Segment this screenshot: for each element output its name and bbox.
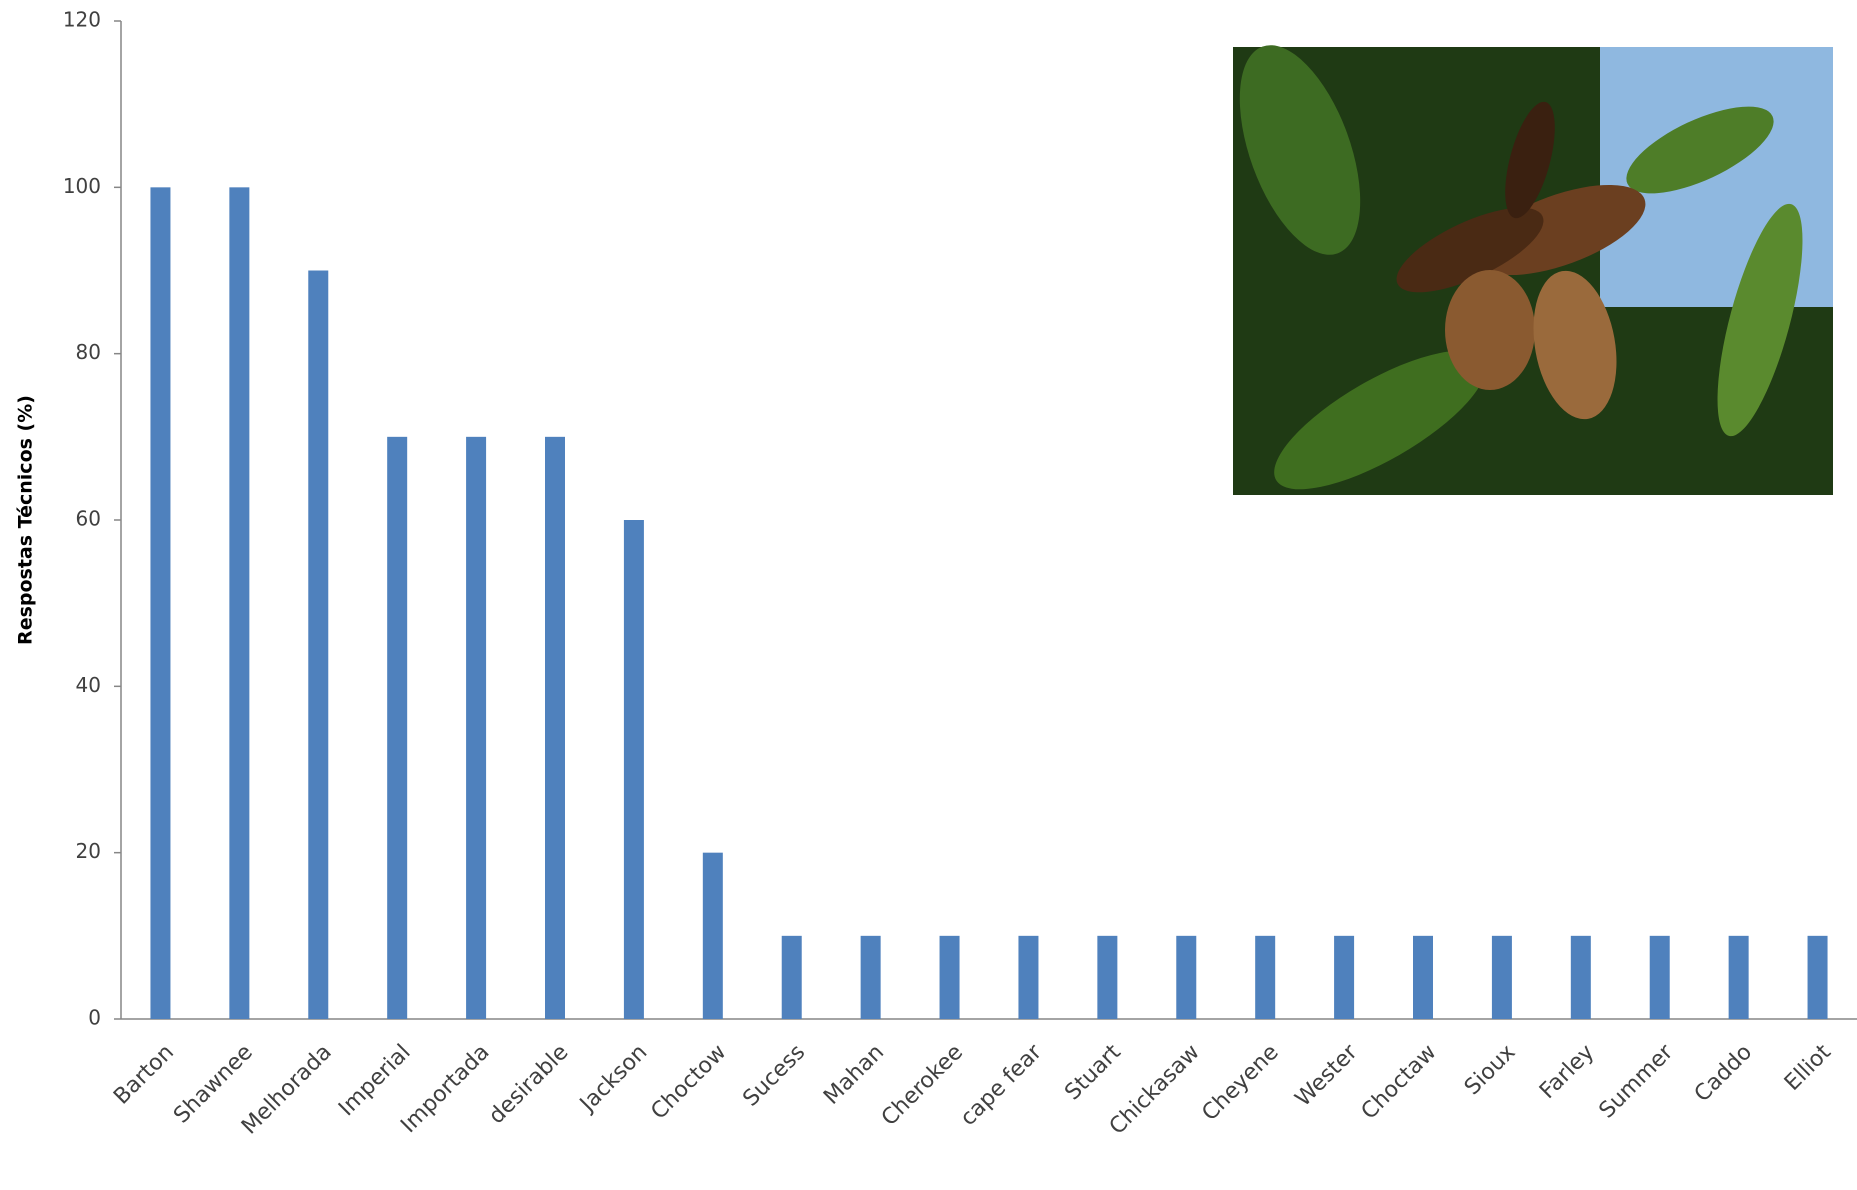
bar	[387, 436, 408, 1019]
y-tick-label: 120	[63, 8, 101, 32]
bar	[781, 935, 802, 1019]
x-tick-label: Jackson	[574, 1040, 652, 1118]
x-tick-label: Sucess	[738, 1040, 810, 1112]
bar	[860, 935, 881, 1019]
y-tick-label: 80	[76, 340, 101, 364]
x-tick-label: Stuart	[1060, 1040, 1126, 1106]
photo	[1233, 45, 1833, 495]
bar	[466, 436, 487, 1019]
x-tick-label: Choctaw	[1357, 1040, 1442, 1125]
bar	[1491, 935, 1512, 1019]
x-tick-label: Imperial	[334, 1040, 415, 1121]
x-tick-label: Choctow	[646, 1040, 731, 1125]
bar	[1334, 935, 1355, 1019]
x-tick-label: desirable	[484, 1040, 573, 1129]
y-tick-label: 0	[88, 1006, 101, 1030]
x-tick-label: cape fear	[956, 1039, 1048, 1131]
bar	[308, 270, 329, 1019]
bar	[623, 520, 644, 1019]
x-tick-label: Wester	[1291, 1039, 1364, 1112]
bar	[1018, 935, 1039, 1019]
x-tick-label: Mahan	[819, 1040, 889, 1110]
y-tick-label: 60	[76, 507, 101, 531]
x-tick-label: Caddo	[1690, 1040, 1757, 1107]
x-tick-label: Sioux	[1460, 1040, 1520, 1100]
bar	[1807, 935, 1828, 1019]
bar	[939, 935, 960, 1019]
y-tick-label: 40	[76, 673, 101, 697]
bar	[1728, 935, 1749, 1019]
x-tick-label: Summer	[1595, 1039, 1679, 1123]
y-axis-label: Respostas Técnicos (%)	[15, 395, 37, 645]
bar	[545, 436, 565, 1019]
bar	[702, 852, 723, 1019]
x-tick-label: Barton	[109, 1040, 179, 1110]
x-tick-label: Cherokee	[877, 1040, 968, 1131]
bar	[1570, 935, 1591, 1019]
x-tick-label: Farley	[1535, 1040, 1599, 1104]
bar	[1097, 935, 1118, 1019]
bar	[1413, 935, 1433, 1019]
bar	[150, 187, 171, 1020]
y-tick-label: 100	[63, 174, 101, 198]
bar	[1176, 935, 1197, 1019]
y-tick-label: 20	[76, 839, 101, 863]
x-tick-label: Elliot	[1780, 1040, 1836, 1096]
bar	[229, 187, 250, 1020]
bar	[1649, 935, 1670, 1019]
bar	[1255, 935, 1276, 1019]
x-tick-label: Cheyene	[1197, 1040, 1283, 1126]
